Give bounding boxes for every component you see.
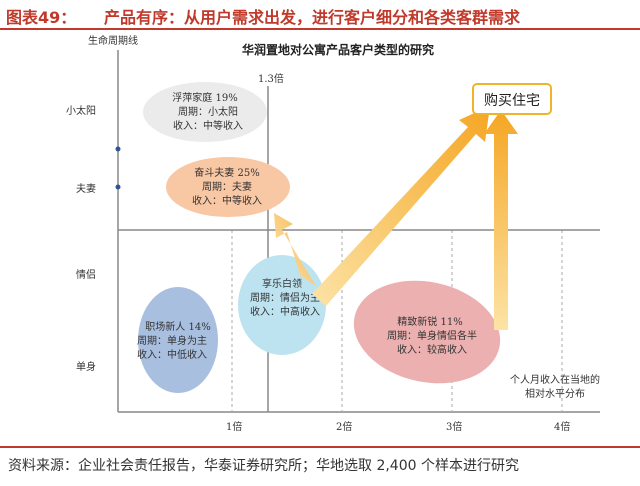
figure-header: 图表49： 产品有序：从用户需求出发，进行客户细分和各类客群需求: [0, 0, 640, 30]
segment-income: 收入：中高收入: [250, 305, 320, 318]
diagram-title: 华润置地对公寓产品客户类型的研究: [242, 42, 434, 57]
y-level-dot-small-sun: [115, 146, 121, 152]
y-level-label-dating: 情侣: [76, 268, 96, 281]
segment-refined-newcomer: 精致新锐 11% 周期：单身情侣各半 收入：较高收入: [353, 280, 501, 384]
x-tick-label-4x: 4倍: [554, 420, 570, 433]
segment-name: 奋斗夫妻 25%: [194, 166, 259, 179]
segment-period: 周期：夫妻: [202, 180, 252, 193]
segment-income: 收入：中等收入: [173, 119, 243, 132]
figure-label: 图表49：: [6, 8, 77, 27]
x-axis-title-line1: 个人月收入在当地的: [510, 373, 600, 386]
segment-workplace-newcomer: 职场新人 14% 周期：单身为主 收入：中低收入: [137, 287, 218, 393]
x-tick-label-3x: 3倍: [446, 420, 462, 433]
x-tick-label-1x: 1倍: [226, 420, 242, 433]
segment-striving-couple: 奋斗夫妻 25% 周期：夫妻 收入：中等收入: [166, 157, 290, 217]
upgrade-arrow-to-housing: [312, 106, 490, 306]
y-level-label-couple: 夫妻: [76, 182, 96, 195]
target-buy-housing: 购买住宅: [472, 83, 552, 115]
upgrade-arrow-refined-to-housing: [484, 110, 518, 330]
x-tick-label-2x: 2倍: [336, 420, 352, 433]
customer-segmentation-diagram: 华润置地对公寓产品客户类型的研究 生命周期线 1.3倍 小太阳 夫妻 情侣 单身…: [66, 34, 600, 433]
y-level-dot-couple: [115, 184, 121, 190]
segment-income: 收入：较高收入: [397, 343, 467, 356]
segment-period: 周期：单身情侣各半: [387, 329, 477, 342]
source-note: 资料来源：企业社会责任报告，华泰证券研究所；华地选取 2,400 个样本进行研究: [8, 458, 519, 474]
segment-period: 周期：小太阳: [178, 105, 238, 118]
segment-floating-family: 浮萍家庭 19% 周期：小太阳 收入：中等收入: [143, 82, 267, 142]
segment-period: 周期：单身为主: [137, 334, 207, 347]
segment-leisure-white-collar: 享乐白领 周期：情侣为主 收入：中高收入: [238, 255, 326, 355]
segment-name: 职场新人 14%: [145, 320, 210, 333]
x-axis-title-line2: 相对水平分布: [525, 387, 585, 400]
segment-income: 收入：中等收入: [192, 194, 262, 207]
segment-name: 享乐白领: [262, 277, 302, 290]
segment-name: 精致新锐 11%: [397, 315, 462, 328]
y-level-label-small-sun: 小太阳: [66, 104, 96, 117]
segment-income: 收入：中低收入: [137, 348, 207, 361]
threshold-label: 1.3倍: [258, 72, 284, 85]
y-axis-title: 生命周期线: [88, 34, 138, 47]
y-level-label-single: 单身: [76, 360, 96, 373]
footer-divider: [0, 446, 640, 448]
upgrade-arrow-white-collar: [274, 213, 316, 286]
figure-title: 产品有序：从用户需求出发，进行客户细分和各类客群需求: [104, 8, 521, 27]
target-label: 购买住宅: [484, 93, 540, 109]
segment-name: 浮萍家庭 19%: [172, 91, 237, 104]
segment-period: 周期：情侣为主: [250, 291, 320, 304]
